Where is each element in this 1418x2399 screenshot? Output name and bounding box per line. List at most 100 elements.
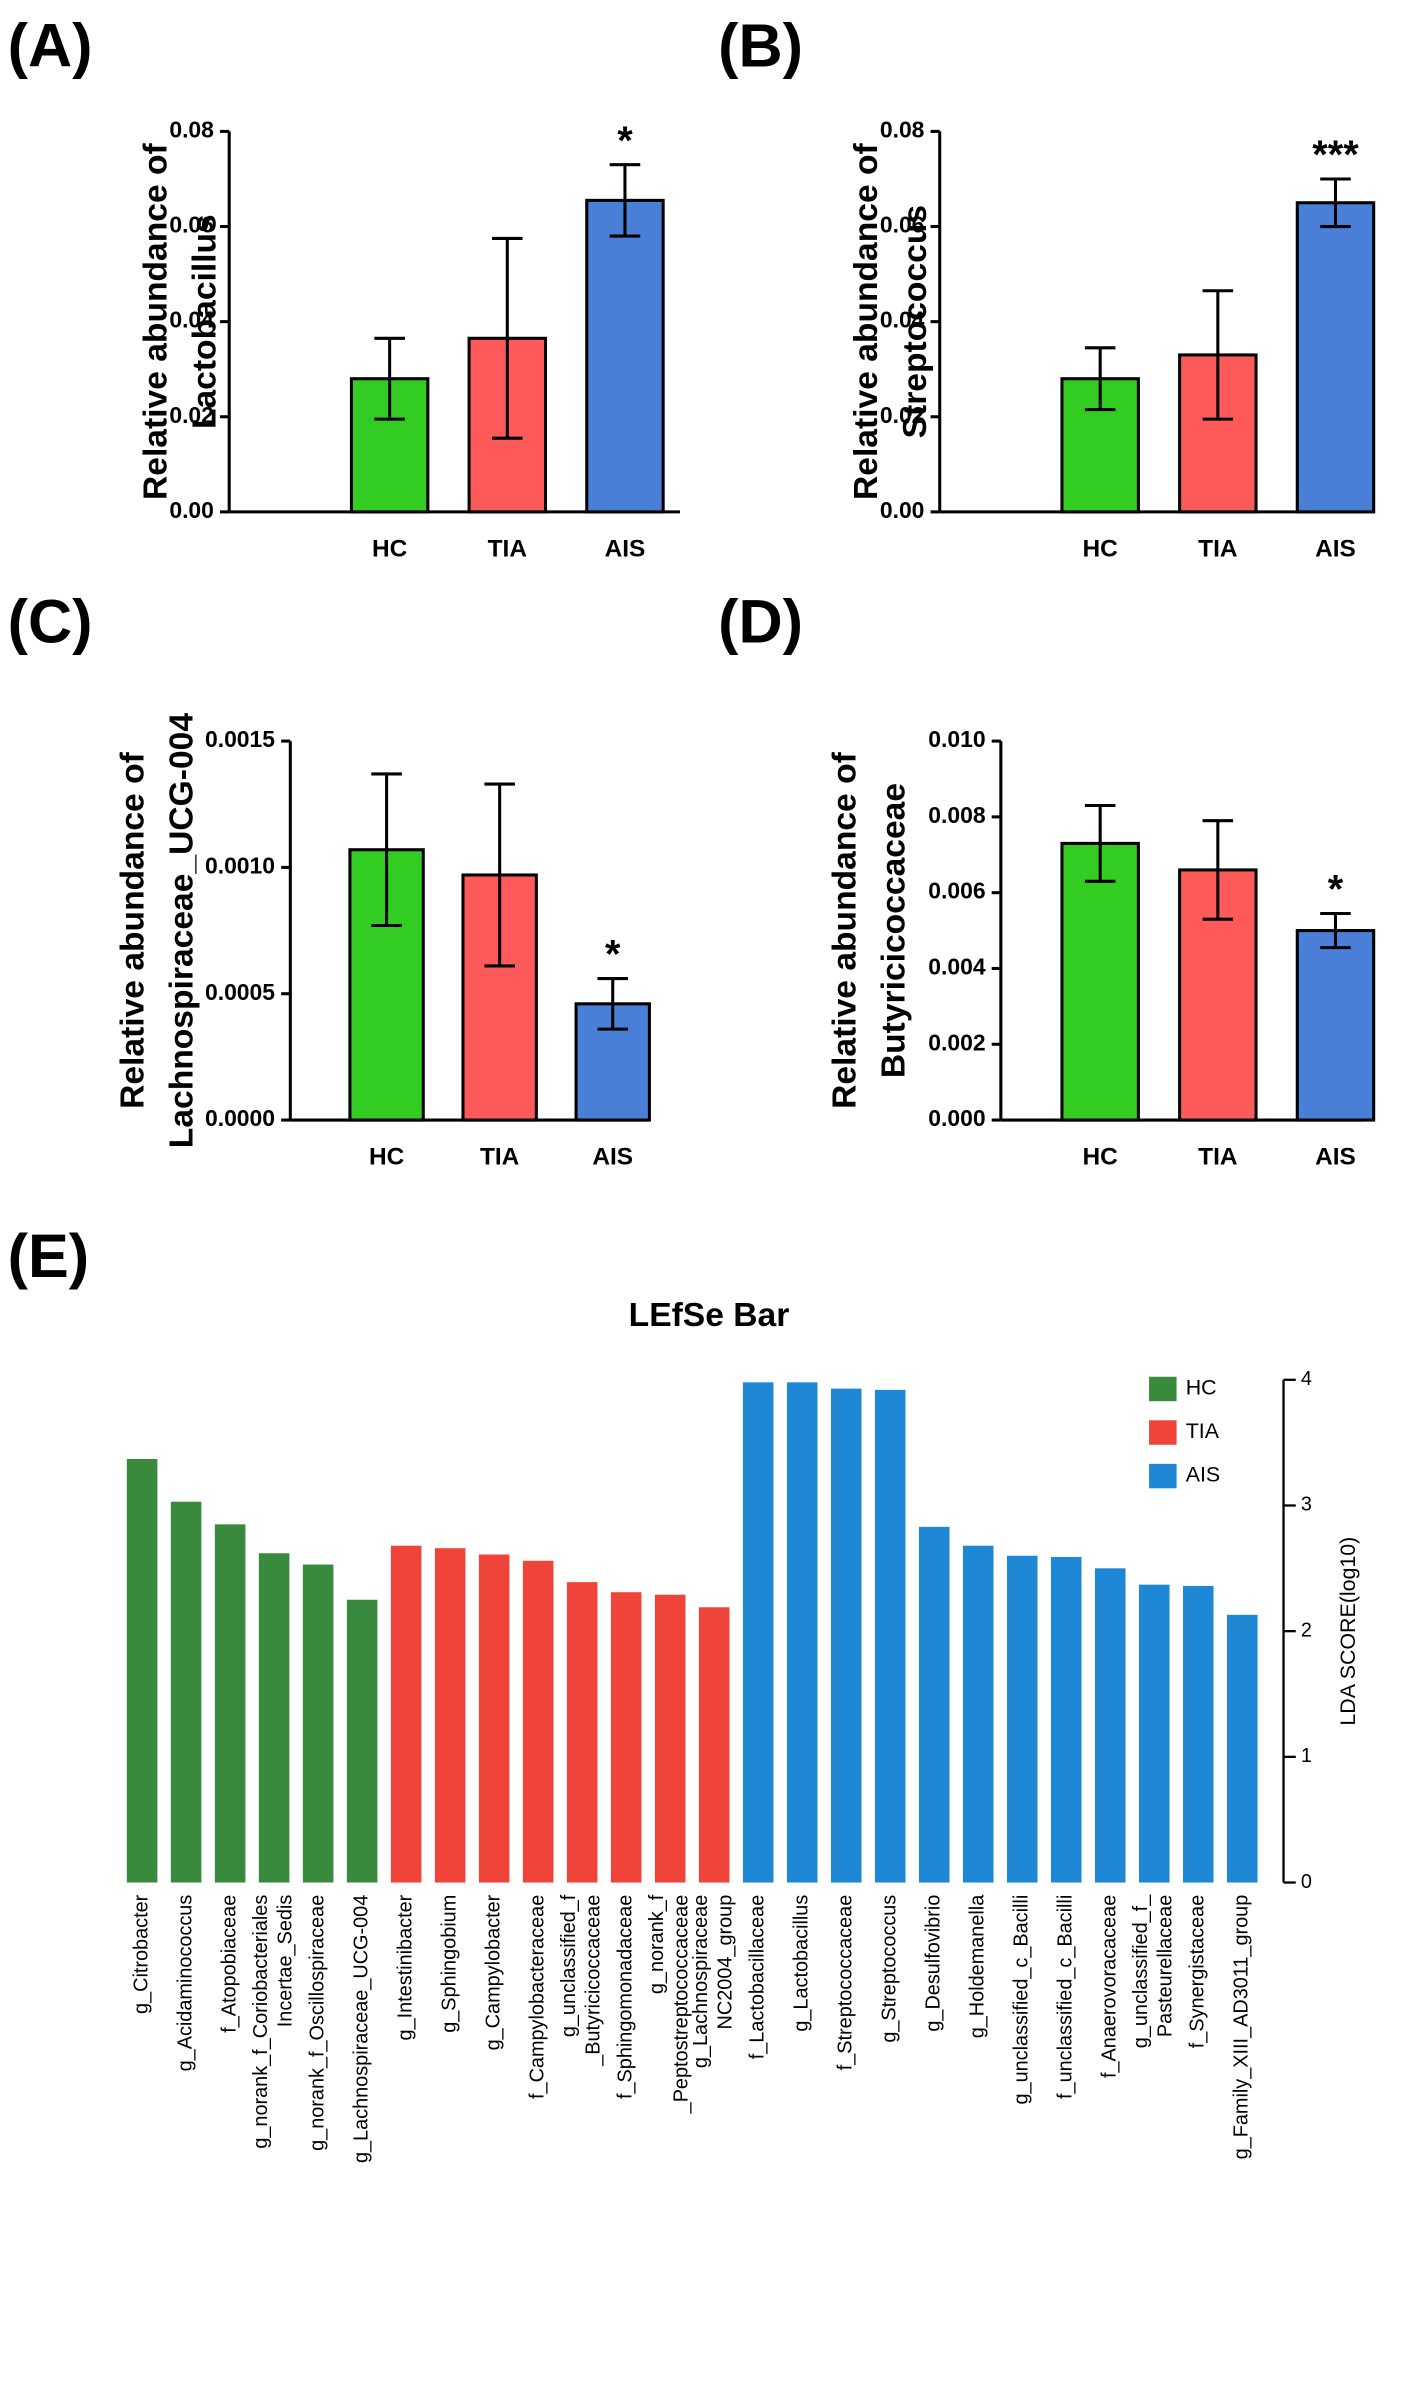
panel-label: (D) xyxy=(718,588,803,656)
x-tick-label: g_Lactobacillus xyxy=(790,1895,812,2032)
bar xyxy=(1006,1555,1038,1883)
bar xyxy=(1050,1557,1082,1883)
annotation: * xyxy=(1328,868,1344,912)
bar xyxy=(346,1599,378,1883)
x-tick-label: g_Citrobacter xyxy=(130,1894,152,2014)
x-tick-label: f_Streptococcaceae xyxy=(834,1895,856,2071)
x-tick-label: f_Atopobiaceae xyxy=(218,1895,240,2033)
bar xyxy=(1226,1614,1258,1883)
x-tick-label: f_Synergistaceae xyxy=(1187,1895,1209,2048)
x-tick-label: g_norank_f_Oscillospiraceae xyxy=(306,1895,328,2151)
x-tick-label: f_Sphingomonadaceae xyxy=(614,1895,636,2099)
x-tick-label: g_Campylobacter xyxy=(482,1894,504,2050)
x-tick-label: g_Sphingobium xyxy=(438,1895,460,2033)
bar xyxy=(962,1545,994,1883)
bar xyxy=(918,1526,950,1883)
bar xyxy=(170,1501,202,1883)
bar xyxy=(585,198,665,514)
bar xyxy=(390,1545,422,1883)
y-axis-label: Relative abundance of Butyricicoccaceae xyxy=(826,751,912,1109)
panel-label: (B) xyxy=(718,12,803,80)
x-tick-label: g_Lachnospiraceae_UCG-004 xyxy=(350,1895,372,2163)
x-tick-label: HC xyxy=(1083,536,1118,563)
x-tick-label: TIA xyxy=(1198,536,1237,563)
x-tick-label: g_Lachnospiraceae NC2004_group xyxy=(690,1895,736,2068)
y-tick-label: 0.06 xyxy=(169,212,214,238)
bar xyxy=(258,1553,290,1883)
legend-label: HC xyxy=(1186,1376,1217,1400)
panel-label: (A) xyxy=(8,12,93,80)
bar xyxy=(698,1607,730,1883)
bar xyxy=(742,1382,774,1883)
y-tick-label: 3 xyxy=(1301,1494,1312,1516)
bar xyxy=(874,1389,906,1883)
x-tick-label: HC xyxy=(372,536,407,563)
bar xyxy=(1295,929,1376,1122)
y-tick-label: 0.0015 xyxy=(205,726,275,752)
legend-swatch xyxy=(1149,1463,1177,1489)
x-tick-label: TIA xyxy=(480,1144,519,1171)
bar xyxy=(830,1388,862,1883)
bar xyxy=(478,1554,510,1883)
legend-label: TIA xyxy=(1186,1419,1220,1443)
bar xyxy=(786,1382,818,1883)
y-tick-label: 0.00 xyxy=(880,497,925,523)
y-axis-label: Relative abundance of Lachnospiraceae_UCG… xyxy=(114,713,200,1149)
annotation: * xyxy=(617,119,633,163)
bar xyxy=(302,1564,334,1883)
x-tick-label: AIS xyxy=(1315,536,1356,563)
y-tick-label: 0.002 xyxy=(928,1029,985,1055)
bar xyxy=(126,1458,158,1883)
y-axis-label: Relative abundance of Lactobacillus xyxy=(137,142,223,500)
x-tick-label: g_Acidaminococcus xyxy=(174,1895,196,2072)
x-tick-label: HC xyxy=(369,1144,404,1171)
x-tick-label: f_Campylobacteraceae xyxy=(526,1895,548,2099)
y-axis-label: LDA SCORE(log10) xyxy=(1336,1537,1360,1726)
bar xyxy=(1094,1568,1126,1883)
y-tick-label: 4 xyxy=(1301,1368,1312,1390)
y-tick-label: 1 xyxy=(1301,1745,1312,1767)
y-axis-label: Relative abundance of Streptococcus xyxy=(848,142,934,500)
bar xyxy=(214,1524,246,1883)
y-tick-label: 0.02 xyxy=(169,402,214,428)
y-tick-label: 2 xyxy=(1301,1619,1312,1641)
bar xyxy=(1182,1585,1214,1883)
y-tick-label: 0.00 xyxy=(169,497,214,523)
y-tick-label: 0.008 xyxy=(928,802,986,828)
x-tick-label: AIS xyxy=(592,1144,633,1171)
y-tick-label: 0.02 xyxy=(880,402,925,428)
x-tick-label: g_unclassified_f _Butyricicoccaceae xyxy=(558,1894,604,2067)
bar xyxy=(654,1594,686,1883)
bar xyxy=(610,1592,642,1883)
legend-label: AIS xyxy=(1186,1463,1220,1487)
y-tick-label: 0.004 xyxy=(928,954,986,980)
x-tick-label: g_Intestinibacter xyxy=(394,1894,416,2040)
legend-swatch xyxy=(1149,1420,1177,1445)
x-tick-label: AIS xyxy=(1315,1144,1356,1171)
bar xyxy=(1138,1584,1170,1883)
x-tick-label: g_Holdemanella xyxy=(966,1894,988,2038)
y-tick-label: 0.0005 xyxy=(205,979,275,1005)
y-tick-label: 0.08 xyxy=(169,116,214,142)
y-tick-label: 0.000 xyxy=(928,1105,985,1131)
x-tick-label: g_Family_XIII_AD3011_group xyxy=(1231,1895,1253,2160)
bar xyxy=(434,1548,466,1883)
x-tick-label: g_Desulfovibrio xyxy=(922,1895,944,2032)
y-tick-label: 0.010 xyxy=(928,726,985,752)
x-tick-label: AIS xyxy=(605,536,646,563)
x-tick-label: HC xyxy=(1083,1144,1118,1171)
x-tick-label: TIA xyxy=(488,536,527,563)
y-tick-label: 0.08 xyxy=(880,116,925,142)
x-tick-label: g_norank_f_Coriobacteriales Incertae_Sedi… xyxy=(250,1895,296,2149)
chart-title: LEfSe Bar xyxy=(629,1297,790,1334)
y-tick-label: 0.0000 xyxy=(205,1105,275,1131)
x-tick-label: g_unclassified_c_Bacilli xyxy=(1010,1895,1032,2105)
x-tick-label: g_unclassified_f_ Pasteurellaceae xyxy=(1130,1894,1176,2048)
annotation: * xyxy=(605,933,621,977)
panel-label: (E) xyxy=(8,1222,89,1290)
y-tick-label: 0.0010 xyxy=(205,852,275,878)
y-tick-label: 0.06 xyxy=(880,212,925,238)
bar xyxy=(461,873,538,1122)
bar xyxy=(1060,841,1140,1122)
